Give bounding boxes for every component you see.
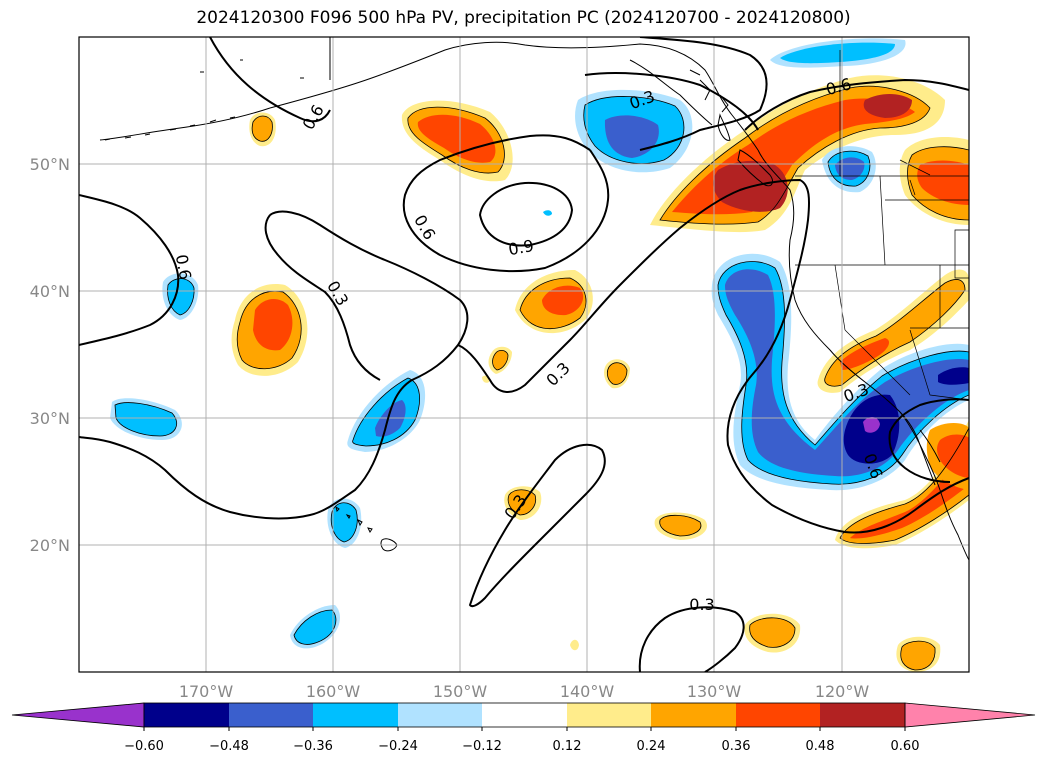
precip-outlines: [114, 85, 969, 671]
colorbar-tick-label: −0.48: [209, 739, 249, 754]
lat-tick-label: 30°N: [30, 409, 70, 428]
map-title: 2024120300 F096 500 hPa PV, precipitatio…: [196, 8, 851, 28]
colorbar-segment: [144, 703, 229, 727]
colorbar-tick-label: 0.12: [553, 739, 582, 754]
contour-label: 0.9: [507, 236, 535, 259]
pv-contour-06-center: [402, 37, 768, 273]
colorbar-segment: [820, 703, 905, 727]
lon-tick-label: 150°W: [433, 682, 488, 701]
colorbar-segment: [398, 703, 482, 727]
gridlines: [79, 37, 969, 672]
pv-contours: [79, 37, 969, 672]
colorbar-tick-label: −0.36: [293, 739, 333, 754]
lat-tick-label: 50°N: [30, 155, 70, 174]
pv-contour-03-south: [468, 443, 606, 608]
colorbar-tick-label: −0.24: [378, 739, 418, 754]
contour-label: 0.6: [172, 253, 195, 281]
colorbar-segment: [567, 703, 651, 727]
lat-tick-label: 40°N: [30, 282, 70, 301]
precip-shading: [110, 38, 969, 672]
pv-contour-09: [478, 181, 574, 247]
political-boundaries: [795, 50, 969, 401]
colorbar-segment: [651, 703, 736, 727]
pv-contour-03-diag: [457, 178, 969, 534]
lon-tick-label: 170°W: [179, 682, 234, 701]
lon-tick-label: 140°W: [560, 682, 615, 701]
lat-tick-labels: 50°N 40°N 30°N 20°N: [30, 155, 70, 555]
coastlines: [99, 37, 969, 561]
colorbar-tick-label: 0.48: [806, 739, 835, 754]
colorbar-tick-label: 0.24: [637, 739, 666, 754]
map-frame: [78, 36, 970, 673]
colorbar-tick-label: −0.60: [124, 739, 164, 754]
colorbar-segment: [736, 703, 820, 727]
colorbar-extend-min: [11, 702, 145, 728]
lon-tick-label: 130°W: [687, 682, 742, 701]
pv-contour-06-ne: [744, 78, 969, 131]
pv-contour-06-east: [888, 398, 969, 483]
pv-contour-03-bottom: [638, 606, 745, 672]
colorbar-segment: [482, 703, 567, 727]
pv-contour-03-north: [584, 72, 759, 131]
map-area: 0.6 0.3 0.6 0.6 0.9 0.6 0.3 0.3 0.3 0.3 …: [79, 37, 969, 672]
lon-tick-labels: 170°W 160°W 150°W 140°W 130°W 120°W: [179, 682, 870, 701]
colorbar-extend-max: [904, 702, 1036, 728]
contour-label: 0.3: [689, 595, 714, 614]
pv-contour-06-nw: [79, 194, 180, 346]
pv-contour-03-west: [79, 210, 469, 520]
colorbar-segment: [229, 703, 313, 727]
colorbar-tick-label: 0.36: [722, 739, 751, 754]
colorbar-segment: [313, 703, 398, 727]
lon-tick-label: 120°W: [815, 682, 870, 701]
colorbar-tick-label: 0.60: [891, 739, 920, 754]
lon-tick-label: 160°W: [306, 682, 361, 701]
lat-tick-label: 20°N: [30, 536, 70, 555]
colorbar: −0.60 −0.48 −0.36 −0.24 −0.12 0.12 0.24 …: [11, 702, 1036, 754]
colorbar-tick-label: −0.12: [462, 739, 502, 754]
pv-contour-06-north: [209, 37, 331, 123]
